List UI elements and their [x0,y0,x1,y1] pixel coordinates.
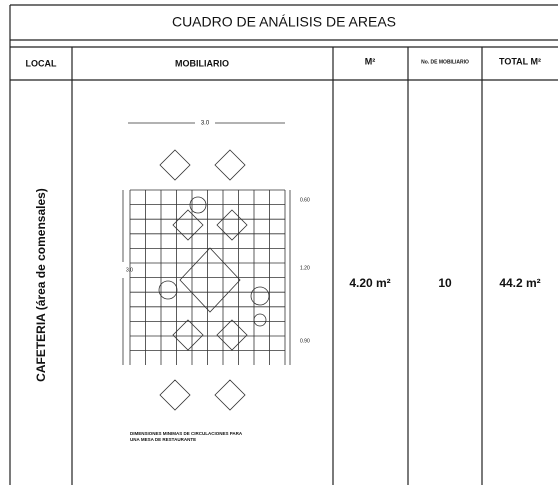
column-header: M² [365,56,376,66]
dimension-label: 3.0 [126,267,133,273]
column-header: No. DE MOBILIARIO [421,59,469,65]
furniture-plan [122,122,291,411]
table-frame [9,4,558,485]
caption: DIMENSIONES MINIMAS DE CIRCULACIONES PAR… [130,431,243,436]
caption: UNA MESA DE RESTAURANTE [130,437,196,442]
table-title: CUADRO DE ANÁLISIS DE AREAS [172,14,396,30]
cell: 44.2 m² [499,276,540,290]
dimension-label: 1.20 [300,265,310,271]
row-label: CAFETERIA (área de comensales) [34,188,48,382]
column-header: MOBILIARIO [175,58,229,68]
column-header: LOCAL [26,58,57,68]
dimension-label: 3.0 [201,121,210,127]
cell: 4.20 m² [349,276,390,290]
column-header: TOTAL M² [499,56,541,66]
dimension-label: 0.60 [300,197,310,203]
dimension-label: 0.90 [300,338,310,344]
cell: 10 [438,276,452,290]
